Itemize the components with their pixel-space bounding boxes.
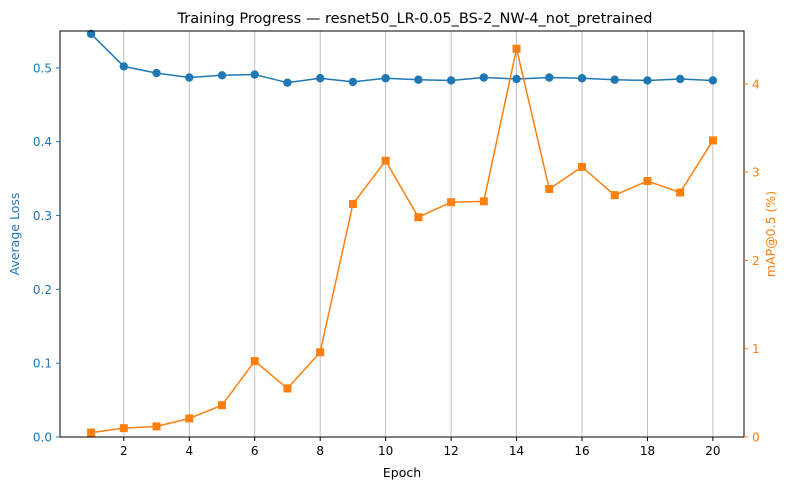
map-point: [512, 44, 521, 53]
right-y-tick-label: 3: [752, 166, 760, 180]
left-y-tick-label: 0.0: [33, 431, 52, 445]
map-point: [414, 213, 423, 222]
left-y-axis-label: Average Loss: [7, 193, 22, 276]
grid-layer: [123, 31, 714, 437]
loss-point: [250, 70, 259, 79]
map-point: [708, 136, 717, 145]
loss-point: [381, 74, 390, 83]
loss-point: [315, 74, 325, 83]
loss-point: [86, 29, 96, 39]
loss-point: [675, 74, 685, 84]
left-y-tick-label: 0.5: [33, 61, 52, 75]
x-tick-label: 6: [251, 444, 259, 458]
map-point: [643, 177, 652, 186]
x-tick-label: 10: [378, 444, 393, 458]
x-tick-label: 20: [705, 444, 720, 458]
map-point: [578, 162, 586, 171]
x-axis-label: Epoch: [383, 465, 421, 480]
x-tick-label: 16: [574, 444, 589, 458]
x-tick-label: 18: [640, 444, 655, 458]
loss-point: [414, 75, 423, 84]
loss-point: [708, 76, 718, 85]
right-y-axis-label: mAP@0.5 (%): [763, 191, 778, 277]
axes-layer: 2 4 6 8 10 12 14 16 18 200.00.10.20.30.40.501234E…: [7, 30, 778, 480]
loss-point: [185, 73, 194, 82]
right-y-tick-label: 4: [752, 77, 760, 91]
right-y-tick-label: 0: [752, 431, 760, 445]
loss-point: [545, 73, 554, 82]
left-y-tick-label: 0.3: [33, 209, 52, 223]
map-point: [610, 191, 619, 200]
map-point: [545, 184, 554, 193]
series-layer: [86, 29, 718, 437]
loss-point: [577, 74, 587, 83]
map-point: [381, 156, 390, 165]
loss-point: [512, 74, 521, 84]
left-y-tick-label: 0.1: [33, 357, 52, 371]
map-point: [316, 348, 325, 357]
loss-point: [152, 68, 161, 78]
map-point: [185, 414, 194, 423]
right-y-tick-label: 1: [752, 342, 760, 356]
loss-point: [610, 75, 619, 84]
loss-point: [446, 76, 456, 85]
left-y-tick-label: 0.2: [33, 283, 52, 297]
right-y-tick-label: 2: [752, 254, 760, 268]
map-point: [250, 357, 259, 366]
map-series-line: [90, 47, 714, 434]
x-tick-label: 2: [120, 444, 128, 458]
plot-frame: [59, 30, 745, 438]
map-point: [119, 424, 128, 433]
loss-point: [479, 73, 489, 82]
map-point: [283, 384, 292, 393]
map-point: [676, 188, 685, 197]
x-tick-label: 4: [185, 444, 193, 458]
chart-title: Training Progress — resnet50_LR-0.05_BS-…: [177, 11, 653, 27]
map-point: [218, 401, 226, 410]
loss-point: [283, 78, 292, 87]
loss-point: [348, 77, 358, 87]
x-tick-label: 14: [509, 444, 524, 458]
x-tick-label: 12: [443, 444, 458, 458]
loss-point: [119, 62, 129, 71]
map-point: [348, 199, 357, 208]
map-point: [87, 428, 96, 437]
map-point: [152, 422, 161, 431]
loss-point: [217, 71, 227, 80]
loss-point: [643, 76, 652, 85]
loss-series-line: [90, 33, 713, 84]
map-point: [479, 197, 488, 206]
x-tick-label: 8: [316, 444, 324, 458]
left-y-tick-label: 0.4: [33, 135, 52, 149]
map-point: [447, 198, 456, 207]
